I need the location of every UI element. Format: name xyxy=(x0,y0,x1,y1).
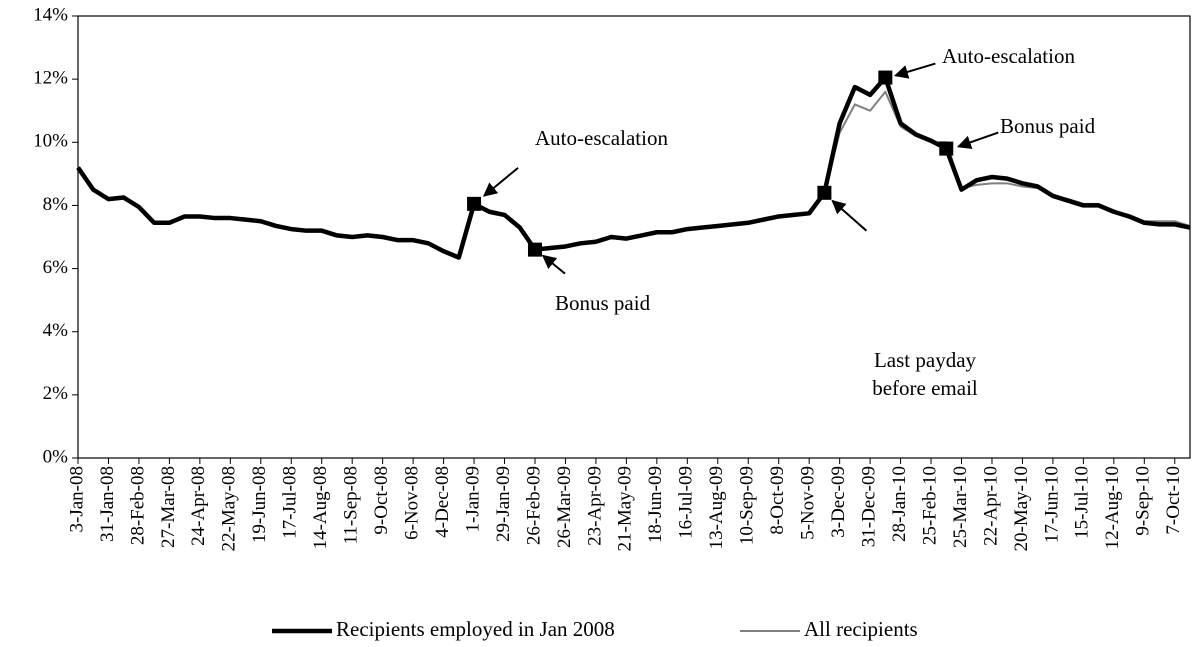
y-tick-label: 4% xyxy=(43,320,69,341)
x-tick-label: 17-Jun-10 xyxy=(1041,466,1062,543)
annotation-arrow xyxy=(894,62,936,79)
legend-label: All recipients xyxy=(804,617,918,641)
series-line xyxy=(76,75,1191,260)
annotation-arrow xyxy=(956,131,999,150)
x-tick-label: 3-Jan-08 xyxy=(66,466,87,532)
annotation: before email xyxy=(872,376,978,400)
x-tick-label: 29-Jan-09 xyxy=(493,466,514,542)
point-marker xyxy=(467,196,482,211)
y-tick-label: 12% xyxy=(33,68,68,89)
y-tick-label: 8% xyxy=(43,194,69,215)
point-marker xyxy=(878,70,893,85)
x-tick-label: 22-Apr-10 xyxy=(980,466,1001,546)
x-tick-label: 7-Oct-10 xyxy=(1163,466,1184,535)
annotation: Bonus paid xyxy=(1000,114,1096,138)
annotation: Last payday xyxy=(874,348,977,372)
x-tick-label: 26-Mar-09 xyxy=(554,466,575,548)
annotation: Auto-escalation xyxy=(942,44,1075,68)
x-tick-label: 12-Aug-10 xyxy=(1102,466,1123,549)
point-marker xyxy=(939,141,954,156)
x-tick-label: 18-Jun-09 xyxy=(645,466,666,543)
x-tick-label: 13-Aug-09 xyxy=(706,466,727,549)
y-tick-label: 10% xyxy=(33,131,68,152)
x-tick-label: 10-Sep-09 xyxy=(737,466,758,545)
x-tick-label: 9-Oct-08 xyxy=(371,466,392,535)
x-tick-label: 9-Sep-10 xyxy=(1133,466,1154,536)
point-marker xyxy=(527,242,542,257)
x-tick-label: 26-Feb-09 xyxy=(523,466,544,545)
x-tick-label: 8-Oct-09 xyxy=(767,466,788,535)
plot-frame xyxy=(77,15,1191,459)
x-tick-label: 5-Nov-09 xyxy=(798,466,819,540)
x-tick-label: 22-May-08 xyxy=(219,466,240,551)
x-tick-label: 17-Jul-08 xyxy=(280,466,301,539)
x-tick-label: 24-Apr-08 xyxy=(188,466,209,546)
y-tick-label: 6% xyxy=(43,257,69,278)
x-tick-label: 28-Jan-10 xyxy=(889,466,910,542)
x-tick-label: 4-Dec-08 xyxy=(432,466,453,538)
y-tick-label: 0% xyxy=(43,446,69,467)
x-tick-label: 25-Mar-10 xyxy=(950,466,971,548)
x-tick-label: 15-Jul-10 xyxy=(1072,466,1093,539)
annotation: Bonus paid xyxy=(555,291,651,315)
x-tick-label: 28-Feb-08 xyxy=(127,466,148,545)
legend-label: Recipients employed in Jan 2008 xyxy=(336,617,615,641)
x-tick-label: 19-Jun-08 xyxy=(249,466,270,543)
x-tick-label: 31-Jan-08 xyxy=(97,466,118,542)
x-tick-label: 31-Dec-09 xyxy=(858,466,879,547)
x-tick-label: 14-Aug-08 xyxy=(310,466,331,549)
annotation: Auto-escalation xyxy=(535,126,668,150)
y-tick-label: 2% xyxy=(43,383,69,404)
x-tick-label: 6-Nov-08 xyxy=(401,466,422,540)
x-tick-label: 21-May-09 xyxy=(615,466,636,551)
x-tick-label: 3-Dec-09 xyxy=(828,466,849,538)
annotation-arrow xyxy=(482,167,519,197)
y-tick-label: 14% xyxy=(33,4,68,25)
x-tick-label: 16-Jul-09 xyxy=(676,466,697,539)
annotation-arrow xyxy=(831,199,868,232)
x-tick-label: 1-Jan-09 xyxy=(462,466,483,532)
x-tick-label: 25-Feb-10 xyxy=(919,466,940,545)
x-tick-label: 27-Mar-08 xyxy=(158,466,179,548)
x-tick-label: 23-Apr-09 xyxy=(584,466,605,546)
x-tick-label: 11-Sep-08 xyxy=(341,466,362,544)
x-tick-label: 20-May-10 xyxy=(1011,466,1032,551)
point-marker xyxy=(817,185,832,200)
annotation-arrow xyxy=(541,254,566,275)
